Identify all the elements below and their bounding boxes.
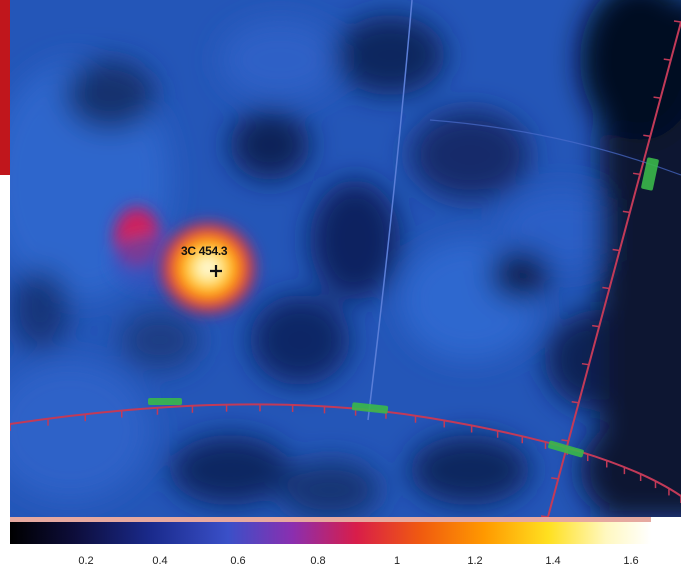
colorbar-tick-label: 0.2 bbox=[78, 555, 94, 567]
colorbar-tick-label: 0.6 bbox=[230, 555, 246, 567]
grid-tick bbox=[653, 96, 661, 99]
colorbar-tick-label: 0.4 bbox=[152, 555, 168, 567]
grid-tick bbox=[540, 515, 549, 517]
colorbar-tick-label: 1 bbox=[393, 555, 401, 567]
plus-marker-icon bbox=[210, 265, 222, 277]
colorbar-tick-label: 1.6 bbox=[623, 555, 639, 567]
grid-tick bbox=[632, 172, 641, 176]
grid-tick bbox=[581, 362, 590, 366]
source-label: 3C 454.3 bbox=[181, 244, 228, 258]
grid-tick bbox=[571, 401, 579, 404]
grid-tick bbox=[663, 58, 671, 61]
grid-tick bbox=[592, 324, 600, 328]
colorbar-tick-label: 1.2 bbox=[467, 555, 483, 567]
grid-tick bbox=[551, 477, 559, 480]
colorbar-top-edge bbox=[10, 517, 651, 522]
grid-tick bbox=[561, 439, 569, 442]
colorbar bbox=[10, 522, 651, 544]
intensity-field bbox=[10, 0, 681, 517]
colorbar-tick-label: 0.8 bbox=[310, 555, 326, 567]
grid-tick bbox=[643, 134, 651, 137]
grid-tick bbox=[612, 248, 620, 252]
grid-tick bbox=[673, 20, 681, 23]
grid-tick bbox=[602, 286, 610, 290]
colorbar-tick-label: 1.4 bbox=[545, 555, 561, 567]
page-edge-tab bbox=[0, 0, 10, 175]
grid-tick bbox=[622, 210, 630, 214]
